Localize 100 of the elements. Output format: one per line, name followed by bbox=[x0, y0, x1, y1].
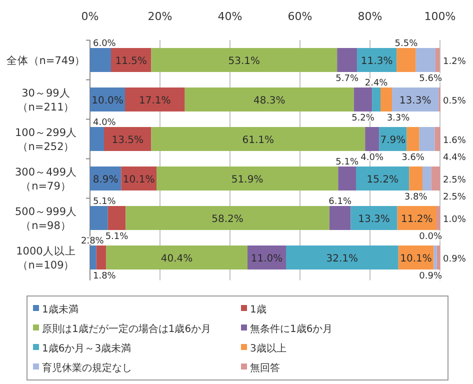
data-label: 11.3% bbox=[360, 56, 393, 67]
bar bbox=[286, 246, 398, 270]
legend-label: 育児休業の規定なし bbox=[42, 362, 132, 374]
data-label: 10.1% bbox=[400, 254, 432, 264]
data-label: 4.0% bbox=[92, 118, 116, 128]
bar bbox=[96, 246, 106, 270]
data-label: 0.9% bbox=[419, 272, 442, 282]
bar bbox=[372, 88, 380, 112]
bar bbox=[90, 206, 108, 230]
data-label: 0.5% bbox=[443, 96, 466, 106]
bar bbox=[436, 206, 440, 230]
data-label: 58.2% bbox=[212, 214, 244, 225]
y-tick-label: 500～999人（n=98） bbox=[14, 206, 78, 232]
bar bbox=[434, 246, 437, 270]
data-label: 48.3% bbox=[253, 96, 286, 106]
data-label: 8.9% bbox=[92, 174, 118, 186]
data-label: 5.7% bbox=[336, 74, 359, 84]
bar bbox=[329, 206, 351, 230]
x-tick-label: 40% bbox=[218, 10, 242, 23]
data-label: 6.0% bbox=[92, 39, 116, 49]
y-tick-label: 30～99人（n=211） bbox=[17, 88, 75, 114]
data-label: 10.0% bbox=[92, 96, 124, 106]
bar bbox=[90, 127, 104, 151]
data-label: 15.2% bbox=[366, 174, 398, 186]
y-tick-label: 100～299人（n=252） bbox=[14, 127, 78, 153]
bar bbox=[396, 48, 416, 72]
bar bbox=[108, 206, 126, 230]
x-tick-label: 60% bbox=[288, 10, 312, 23]
legend-label: 無回答 bbox=[250, 362, 280, 374]
data-label: 51.9% bbox=[231, 174, 264, 186]
bar bbox=[90, 48, 111, 72]
data-label: 17.1% bbox=[139, 96, 171, 106]
data-label: 3.3% bbox=[386, 114, 410, 124]
data-label: 5.2% bbox=[352, 114, 375, 124]
y-tick-label: 300～499人（n=79） bbox=[14, 166, 78, 192]
data-label: 4.0% bbox=[360, 153, 384, 163]
legend-label: 1歳 bbox=[250, 304, 266, 316]
legend-label: 無条件に1歳6か月 bbox=[250, 323, 333, 335]
bar bbox=[125, 88, 185, 112]
bar bbox=[406, 127, 420, 151]
bar bbox=[106, 246, 248, 270]
data-label: 32.1% bbox=[326, 254, 358, 264]
data-label: 3.6% bbox=[402, 153, 425, 163]
data-label: 4.4% bbox=[443, 153, 466, 163]
data-label: 3.8% bbox=[404, 192, 428, 202]
data-label: 53.1% bbox=[228, 56, 260, 67]
x-tick-label: 20% bbox=[148, 10, 172, 23]
legend-label: 原則は1歳だが一定の場合は1歳6か月 bbox=[42, 323, 212, 335]
bar bbox=[104, 127, 152, 151]
data-label: 5.1% bbox=[92, 197, 116, 207]
data-label: 11.2% bbox=[401, 214, 433, 225]
bar bbox=[337, 48, 358, 72]
bar bbox=[365, 127, 380, 151]
data-label: 5.6% bbox=[419, 74, 442, 84]
data-label: 6.1% bbox=[328, 197, 352, 207]
data-label: 61.1% bbox=[242, 135, 274, 146]
data-label: 1.2% bbox=[443, 57, 466, 67]
bar bbox=[431, 166, 440, 190]
bar bbox=[350, 206, 398, 230]
data-label: 1.8% bbox=[92, 272, 116, 282]
bar bbox=[126, 206, 330, 230]
data-label: 2.5% bbox=[443, 176, 466, 186]
bar bbox=[435, 48, 440, 72]
bar bbox=[397, 206, 436, 230]
data-label: 11.0% bbox=[250, 254, 283, 264]
bar bbox=[151, 127, 366, 151]
bar bbox=[380, 88, 392, 112]
x-tick-label: 0% bbox=[81, 10, 99, 23]
bar bbox=[357, 48, 397, 72]
data-label: 40.4% bbox=[160, 254, 193, 264]
bar bbox=[111, 48, 152, 72]
data-label: 0.9% bbox=[443, 254, 466, 264]
data-label: 13.3% bbox=[399, 96, 432, 106]
data-label: 2.5% bbox=[443, 192, 466, 202]
bar bbox=[90, 246, 96, 270]
data-label: 13.5% bbox=[112, 135, 144, 146]
bar bbox=[422, 166, 432, 190]
x-tick-label: 100% bbox=[424, 10, 456, 23]
data-label: 1.6% bbox=[443, 136, 466, 146]
data-label: 10.1% bbox=[122, 174, 155, 186]
legend-label: 1歳6か月～3歳未満 bbox=[42, 342, 132, 354]
legend-label: 3歳以上 bbox=[250, 342, 286, 354]
bar bbox=[434, 127, 440, 151]
bar bbox=[338, 166, 356, 190]
data-label: 2.4% bbox=[364, 78, 388, 88]
legend-label: 1歳未満 bbox=[42, 304, 78, 316]
data-label: 5.5% bbox=[394, 39, 418, 49]
bar bbox=[156, 166, 338, 190]
bar bbox=[416, 48, 436, 72]
data-label: 1.0% bbox=[443, 215, 466, 225]
data-label: 11.5% bbox=[115, 56, 148, 67]
data-label: 0.0% bbox=[419, 232, 442, 242]
bar bbox=[354, 88, 372, 112]
bar bbox=[356, 166, 410, 190]
x-tick-label: 80% bbox=[358, 10, 382, 23]
y-tick-label: 1000人以上（n=109） bbox=[16, 244, 76, 272]
bar bbox=[419, 127, 435, 151]
bar bbox=[184, 88, 354, 112]
y-tick-label: 全体（n=749） bbox=[6, 55, 86, 67]
data-label: 5.1% bbox=[105, 232, 129, 242]
